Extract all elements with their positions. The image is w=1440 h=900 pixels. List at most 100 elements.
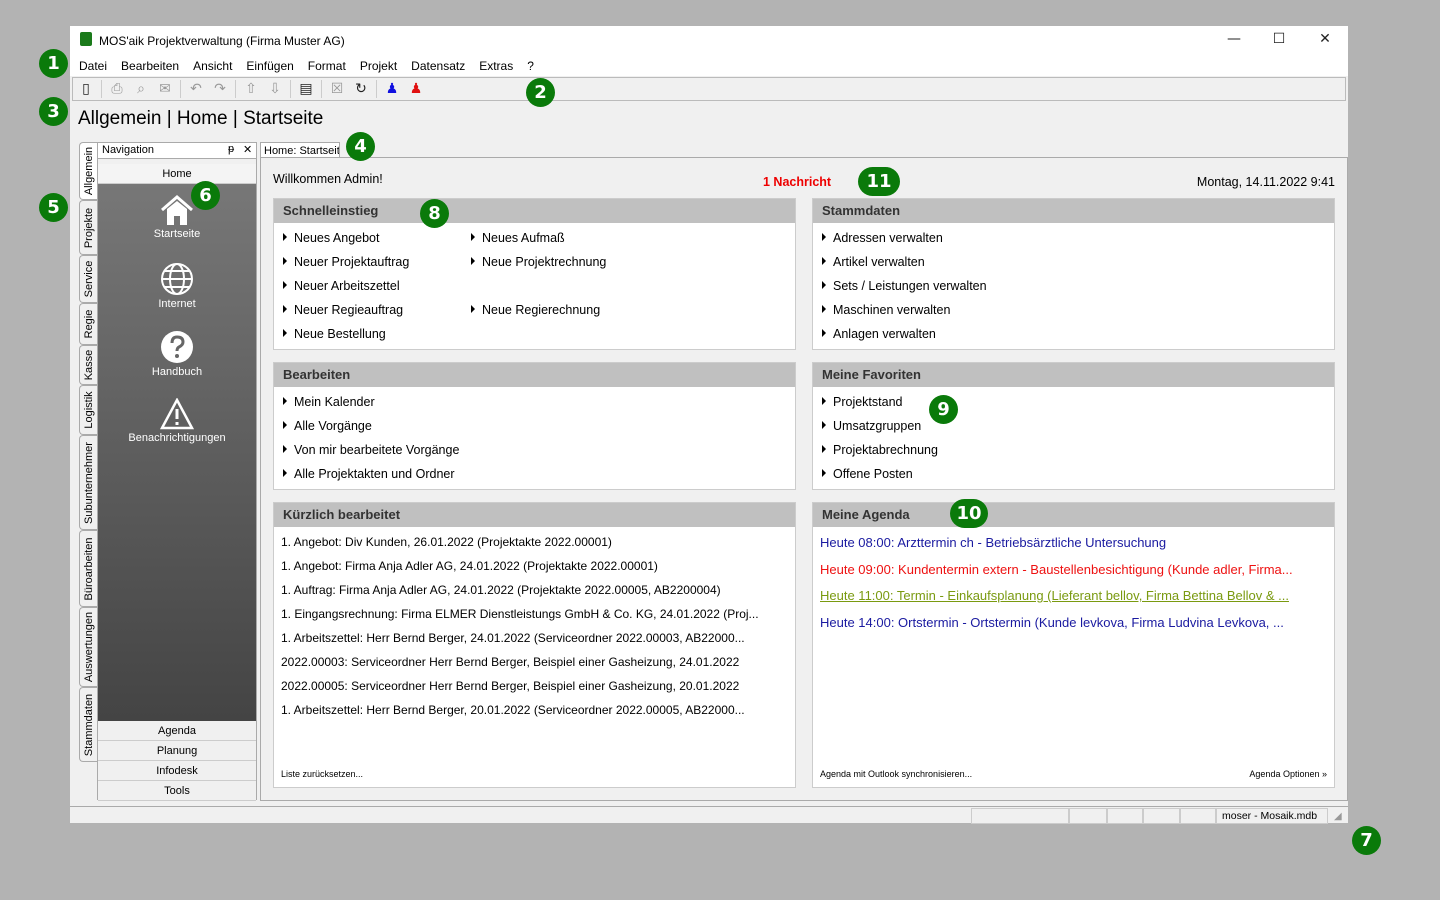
link-alle-vorgaenge[interactable]: Alle Vorgänge [283,419,372,433]
link-adressen[interactable]: Adressen verwalten [822,231,943,245]
reset-list-link[interactable]: Liste zurücksetzen... [281,769,364,779]
recent-item[interactable]: 1. Arbeitszettel: Herr Bernd Berger, 24.… [281,631,745,645]
red-puzzle-icon[interactable]: ♟ [409,81,423,97]
recent-item[interactable]: 1. Angebot: Firma Anja Adler AG, 24.01.2… [281,559,658,573]
nav-item-handbuch[interactable]: Handbuch [98,330,256,378]
nav-home-button[interactable]: Home [98,164,256,184]
agenda-item[interactable]: Heute 11:00: Termin - Einkaufsplanung (L… [820,588,1289,603]
recent-item[interactable]: 1. Eingangsrechnung: Firma ELMER Dienstl… [281,607,759,621]
title-bar: MOS'aik Projektverwaltung (Firma Muster … [70,26,1348,56]
recent-item[interactable]: 1. Angebot: Div Kunden, 26.01.2022 (Proj… [281,535,612,549]
link-neue-bestellung[interactable]: Neue Bestellung [283,327,386,341]
recent-item[interactable]: 2022.00005: Serviceordner Herr Bernd Ber… [281,679,740,693]
recent-item[interactable]: 1. Auftrag: Firma Anja Adler AG, 24.01.2… [281,583,721,597]
agenda-item[interactable]: Heute 09:00: Kundentermin extern - Baust… [820,562,1293,577]
vtab-subunternehmer[interactable]: Subunternehmer [79,435,98,530]
agenda-item[interactable]: Heute 08:00: Arzttermin ch - Betriebsärz… [820,535,1167,550]
agenda-item[interactable]: Heute 14:00: Ortstermin - Ortstermin (Ku… [820,615,1284,630]
nav-item-startseite[interactable]: Startseite [98,194,256,240]
close-panel-icon[interactable]: ✕ [243,144,253,156]
toolbar-separator [235,80,236,98]
vtab-kasse[interactable]: Kasse [79,345,98,385]
callout-3: 3 [39,97,68,126]
nav-item-benachrichtigungen[interactable]: Benachrichtigungen [98,398,256,444]
link-neue-projektrechnung[interactable]: Neue Projektrechnung [471,255,606,269]
nav-infodesk-button[interactable]: Infodesk [98,761,256,781]
vertical-tabs: Allgemein Projekte Service Regie Kasse L… [79,142,98,762]
link-neuer-arbeitszettel[interactable]: Neuer Arbeitszettel [283,279,400,293]
link-projektstand[interactable]: Projektstand [822,395,902,409]
recent-item[interactable]: 1. Arbeitszettel: Herr Bernd Berger, 20.… [281,703,745,717]
minimize-button[interactable]: — [1227,31,1241,47]
nav-item-label: Handbuch [151,366,203,378]
refresh-icon[interactable]: ↻ [355,81,367,97]
tab-home-startseite[interactable]: Home: Startseite [260,142,340,159]
print-preview-icon[interactable]: ⌕ [137,81,145,97]
link-neue-regierechnung[interactable]: Neue Regierechnung [471,303,600,317]
vtab-logistik[interactable]: Logistik [79,385,98,435]
datetime: Montag, 14.11.2022 9:41 [1196,175,1335,189]
menu-help[interactable]: ? [527,59,534,73]
link-projektakten[interactable]: Alle Projektakten und Ordner [283,467,455,481]
menu-einfuegen[interactable]: Einfügen [246,59,294,73]
agenda-options-link[interactable]: Agenda Optionen » [1249,769,1327,779]
link-kalender[interactable]: Mein Kalender [283,395,375,409]
menu-bearbeiten[interactable]: Bearbeiten [121,59,180,73]
link-neues-aufmass[interactable]: Neues Aufmaß [471,231,565,245]
outlook-sync-link[interactable]: Agenda mit Outlook synchronisieren... [820,769,973,779]
link-neues-angebot[interactable]: Neues Angebot [283,231,380,245]
toolbar: ▯ ⎙ ⌕ ✉ ↶ ↷ ⇧ ⇩ ▤ ☒ ↻ ♟ ♟ [72,77,1346,101]
menu-projekt[interactable]: Projekt [359,59,398,73]
link-maschinen[interactable]: Maschinen verwalten [822,303,950,317]
link-offene-posten[interactable]: Offene Posten [822,467,913,481]
link-sets[interactable]: Sets / Leistungen verwalten [822,279,987,293]
blue-puzzle-icon[interactable]: ♟ [385,81,399,97]
menu-datensatz[interactable]: Datensatz [411,59,466,73]
menu-ansicht[interactable]: Ansicht [193,59,233,73]
link-neuer-projektauftrag[interactable]: Neuer Projektauftrag [283,255,409,269]
nav-item-internet[interactable]: Internet [98,262,256,310]
vtab-label: Stammdaten [83,693,95,756]
menu-datei[interactable]: Datei [79,59,108,73]
message-link[interactable]: 1 Nachricht [763,175,832,189]
resize-grip-icon[interactable]: ◢ [1334,811,1342,822]
print-icon[interactable]: ⎙ [111,81,123,97]
menu-extras[interactable]: Extras [479,59,514,73]
vtab-regie[interactable]: Regie [79,303,98,345]
vtab-label: Subunternehmer [83,441,95,524]
panel-header: Meine Agenda [813,503,1334,527]
pin-icon[interactable]: ᵽ [228,143,235,155]
vtab-bueroarbeiten[interactable]: Büroarbeiten [79,530,98,607]
navigation-title: Navigation [102,144,154,156]
link-anlagen[interactable]: Anlagen verwalten [822,327,936,341]
menu-format[interactable]: Format [307,59,346,73]
nav-agenda-button[interactable]: Agenda [98,721,256,741]
recent-item[interactable]: 2022.00003: Serviceordner Herr Bernd Ber… [281,655,740,669]
undo-icon[interactable]: ↶ [190,81,202,97]
link-neuer-regieauftrag[interactable]: Neuer Regieauftrag [283,303,403,317]
nav-planung-button[interactable]: Planung [98,741,256,761]
vtab-allgemein[interactable]: Allgemein [79,142,98,200]
link-projektabrechnung[interactable]: Projektabrechnung [822,443,938,457]
app-window: MOS'aik Projektverwaltung (Firma Muster … [70,26,1348,824]
link-meine-vorgaenge[interactable]: Von mir bearbeitete Vorgänge [283,443,459,457]
redo-icon[interactable]: ↷ [214,81,226,97]
maximize-button[interactable]: ☐ [1272,31,1286,47]
email-icon[interactable]: ✉ [159,81,171,97]
vtab-service[interactable]: Service [79,255,98,303]
panel-header: Kürzlich bearbeitet [274,503,795,527]
link-umsatzgruppen[interactable]: Umsatzgruppen [822,419,921,433]
vtab-projekte[interactable]: Projekte [79,200,98,255]
arrow-down-icon[interactable]: ⇩ [269,81,281,97]
arrow-up-icon[interactable]: ⇧ [245,81,257,97]
nav-tools-button[interactable]: Tools [98,781,256,801]
panel-header: Schnelleinstieg [274,199,795,223]
vtab-auswertungen[interactable]: Auswertungen [79,607,98,687]
new-document-icon[interactable]: ▯ [82,81,90,97]
search-document-icon[interactable]: ▤ [299,81,313,97]
vtab-label: Logistik [83,391,95,429]
vtab-stammdaten[interactable]: Stammdaten [79,687,98,762]
cancel-icon[interactable]: ☒ [330,81,344,97]
link-artikel[interactable]: Artikel verwalten [822,255,925,269]
close-button[interactable]: ✕ [1319,31,1331,47]
